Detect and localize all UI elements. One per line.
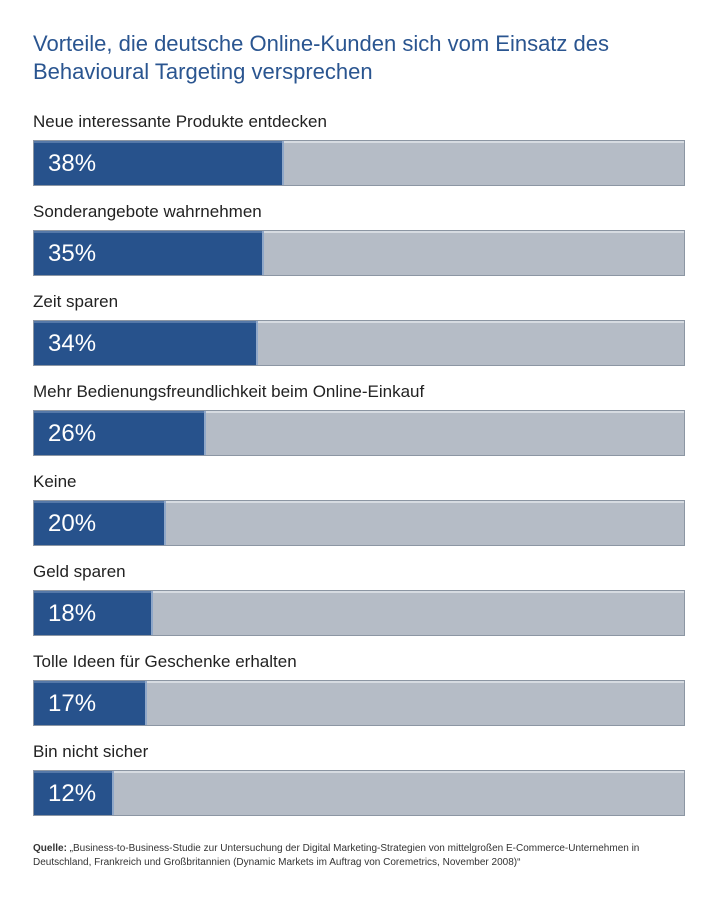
bar-track: 38% xyxy=(33,140,685,186)
data-label: 18% xyxy=(48,600,97,627)
data-label: 26% xyxy=(48,420,97,447)
bar: 34% xyxy=(34,321,258,365)
category-label: Neue interessante Produkte entdecken xyxy=(33,112,327,131)
bar-track: 34% xyxy=(33,320,685,366)
data-label: 35% xyxy=(48,240,97,267)
bar: 26% xyxy=(34,411,206,455)
category-label: Bin nicht sicher xyxy=(33,742,149,761)
bar-track: 26% xyxy=(33,410,685,456)
bar-track: 18% xyxy=(33,590,685,636)
bar: 17% xyxy=(34,681,147,725)
data-label: 17% xyxy=(48,690,97,717)
bar-track: 17% xyxy=(33,680,685,726)
bar: 18% xyxy=(34,591,154,635)
chart-title: Vorteile, die deutsche Online-Kunden sic… xyxy=(33,31,609,84)
category-label: Geld sparen xyxy=(33,562,126,581)
category-label: Tolle Ideen für Geschenke erhalten xyxy=(33,652,297,671)
source-text: „Business-to-Business-Studie zur Untersu… xyxy=(33,843,640,868)
bar-track: 20% xyxy=(33,500,685,546)
bar-track: 12% xyxy=(33,770,685,816)
category-label: Sonderangebote wahrnehmen xyxy=(33,202,262,221)
category-label: Mehr Bedienungsfreundlichkeit beim Onlin… xyxy=(33,382,425,401)
bar: 12% xyxy=(34,771,115,815)
bar: 35% xyxy=(34,231,265,275)
data-label: 38% xyxy=(48,150,97,177)
source-label: Quelle: xyxy=(33,843,67,854)
data-label: 12% xyxy=(48,780,97,807)
category-label: Keine xyxy=(33,472,77,491)
bar-track: 35% xyxy=(33,230,685,276)
bar: 38% xyxy=(34,141,284,185)
category-label: Zeit sparen xyxy=(33,292,119,311)
data-label: 34% xyxy=(48,330,97,357)
data-label: 20% xyxy=(48,510,97,537)
bar: 20% xyxy=(34,501,167,545)
source-note: Quelle: „Business-to-Business-Studie zur… xyxy=(33,842,683,870)
